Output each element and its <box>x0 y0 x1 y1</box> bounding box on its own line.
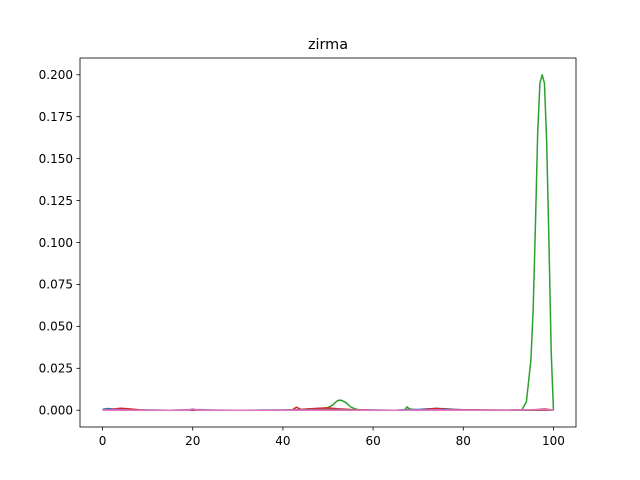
y-tick-label: 0.200 <box>39 68 73 82</box>
y-tick-label: 0.025 <box>39 362 73 376</box>
y-tick-label: 0.050 <box>39 320 73 334</box>
x-tick-label: 40 <box>275 434 290 448</box>
x-tick-label: 60 <box>365 434 380 448</box>
x-tick-label: 80 <box>456 434 471 448</box>
x-tick-label: 0 <box>99 434 107 448</box>
series-lines <box>102 74 555 411</box>
series-line-7 <box>102 408 554 411</box>
x-tick-label: 100 <box>542 434 565 448</box>
y-tick-label: 0.100 <box>39 236 73 250</box>
y-tick-label: 0.150 <box>39 152 73 166</box>
y-tick-label: 0.125 <box>39 194 73 208</box>
x-tick-label: 20 <box>185 434 200 448</box>
y-tick-label: 0.075 <box>39 278 73 292</box>
chart-title: zirma <box>308 37 348 53</box>
y-tick-label: 0.000 <box>39 404 73 418</box>
x-axis-ticks: 0 20 40 60 80 100 <box>99 427 565 448</box>
y-axis-ticks: 0.000 0.025 0.050 0.075 0.100 0.125 0.150 0.175… <box>39 68 80 418</box>
y-tick-label: 0.175 <box>39 110 73 124</box>
plot-frame <box>79 57 577 428</box>
